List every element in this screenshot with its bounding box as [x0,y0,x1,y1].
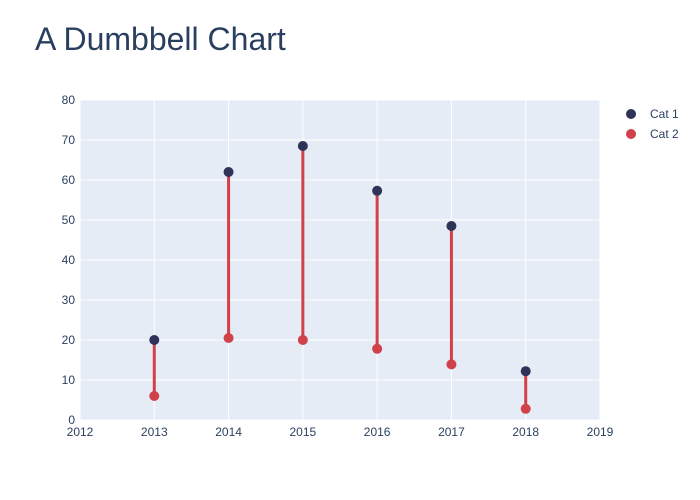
data-point-cat-2[interactable] [149,391,160,401]
data-point-cat-1[interactable] [446,221,457,231]
data-point-cat-2[interactable] [446,359,457,370]
data-point-cat-1[interactable] [372,185,383,196]
y-tick-label: 70 [62,133,76,147]
legend-marker[interactable] [626,109,636,119]
y-tick-label: 30 [62,293,76,307]
x-tick-label: 2012 [67,425,94,439]
data-point-cat-1[interactable] [149,335,160,345]
legend-label[interactable]: Cat 1 [650,107,679,121]
data-point-cat-2[interactable] [520,403,531,414]
x-tick-label: 2013 [141,425,168,439]
legend-label[interactable]: Cat 2 [650,127,679,141]
y-tick-label: 40 [62,253,76,267]
data-point-cat-2[interactable] [372,343,383,354]
y-tick-label: 50 [62,213,76,227]
x-tick-label: 2018 [512,425,539,439]
chart-title: A Dumbbell Chart [35,21,286,57]
y-tick-label: 20 [62,333,76,347]
legend-marker[interactable] [626,129,636,139]
x-tick-label: 2019 [587,425,614,439]
data-point-cat-1[interactable] [520,366,531,377]
data-point-cat-2[interactable] [297,335,308,345]
data-point-cat-1[interactable] [223,167,234,177]
y-tick-label: 10 [62,373,76,387]
y-tick-label: 0 [68,413,75,427]
y-tick-label: 60 [62,173,76,187]
x-tick-label: 2015 [290,425,317,439]
x-tick-label: 2014 [215,425,242,439]
y-tick-label: 80 [62,93,76,107]
x-tick-label: 2017 [438,425,465,439]
data-point-cat-1[interactable] [297,141,308,151]
data-point-cat-2[interactable] [223,333,234,343]
x-tick-label: 2016 [364,425,391,439]
